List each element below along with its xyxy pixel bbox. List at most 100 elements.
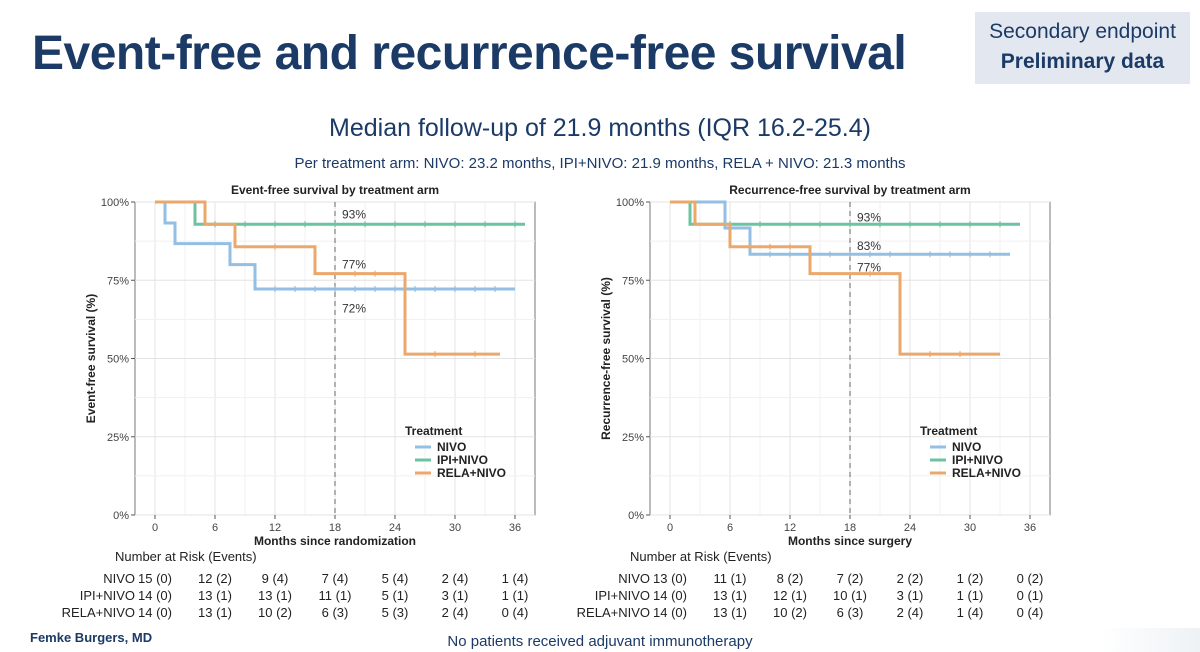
y-tick-label: 100% [101,197,129,209]
efs-chart: Event-free survival by treatment arm 0 6 12… [84,183,536,548]
risk-cell: 9 (4) [261,571,289,586]
x-tick-label: 6 [727,522,733,534]
risk-row-label: IPI+NIVO [594,588,650,603]
risk-cell: 13 (0) [653,571,687,586]
risk-cell: 1 (1) [501,588,529,603]
risk-row-label: IPI+NIVO [79,588,135,603]
x-tick-label: 30 [449,522,461,534]
percent-annotation: 93% [342,208,366,222]
risk-cell: 14 (0) [653,588,687,603]
legend-label: IPI+NIVO [437,453,488,467]
per-arm-follow-up: Per treatment arm: NIVO: 23.2 months, IP… [294,155,906,172]
km-curve-nivo [155,200,515,291]
risk-cell: 5 (3) [381,605,409,620]
legend-label: NIVO [952,440,981,454]
x-tick-label: 0 [152,522,158,534]
y-tick-label: 0% [628,510,644,522]
x-tick-label: 18 [844,522,856,534]
risk-cell: 6 (3) [836,605,864,620]
footnote: No patients received adjuvant immunother… [447,633,753,650]
risk-cell: 5 (4) [381,571,409,586]
legend-label: RELA+NIVO [952,466,1021,480]
x-tick-label: 36 [1024,522,1036,534]
risk-cell: 1 (1) [956,588,984,603]
chart-title: Event-free survival by treatment arm [231,183,439,197]
y-tick-label: 0% [113,510,129,522]
y-tick-label: 50% [107,354,129,366]
percent-annotation: 72% [342,301,366,315]
risk-cell: 13 (1) [713,605,747,620]
percent-annotation: 77% [342,258,366,272]
risk-cell: 0 (4) [501,605,529,620]
risk-row-label: RELA+NIVO [61,605,135,620]
endpoint-badge: Secondary endpoint Preliminary data [975,12,1190,84]
follow-up-subtitle: Median follow-up of 21.9 months (IQR 16.… [329,114,871,142]
legend-label: NIVO [437,440,466,454]
x-axis-label: Months since randomization [254,534,416,548]
risk-cell: 14 (0) [138,605,172,620]
badge-line-preliminary: Preliminary data [1000,50,1165,73]
risk-table-title: Number at Risk (Events) [630,549,772,564]
risk-cell: 13 (1) [713,588,747,603]
risk-cell: 0 (4) [1016,605,1044,620]
risk-cell: 0 (1) [1016,588,1044,603]
y-tick-label: 75% [622,275,644,287]
chart-title: Recurrence-free survival by treatment ar… [729,183,970,197]
legend-title: Treatment [920,424,977,438]
decorative-corner [1100,628,1200,652]
risk-cell: 2 (4) [896,605,924,620]
risk-cell: 13 (1) [198,588,232,603]
risk-cell: 8 (2) [776,571,804,586]
presenter-name: Femke Burgers, MD [30,630,153,645]
y-tick-label: 50% [622,354,644,366]
rfs-chart: Recurrence-free survival by treatment ar… [599,183,1051,548]
x-tick-label: 36 [509,522,521,534]
risk-cell: 2 (2) [896,571,924,586]
risk-cell: 12 (2) [198,571,232,586]
risk-cell: 14 (0) [653,605,687,620]
x-tick-label: 24 [904,522,916,534]
x-tick-label: 6 [212,522,218,534]
risk-cell: 7 (2) [836,571,864,586]
risk-cell: 1 (4) [501,571,529,586]
y-axis-label: Event-free survival (%) [84,294,98,423]
risk-cell: 13 (1) [198,605,232,620]
slide-title: Event-free and recurrence-free survival [32,27,907,80]
risk-cell: 1 (4) [956,605,984,620]
y-tick-label: 100% [616,197,644,209]
percent-annotation: 93% [857,211,881,225]
risk-cell: 2 (4) [441,605,469,620]
legend-title: Treatment [405,424,462,438]
risk-row-label: RELA+NIVO [576,605,650,620]
badge-line-secondary: Secondary endpoint [989,20,1176,43]
y-tick-label: 75% [107,275,129,287]
y-tick-label: 25% [622,432,644,444]
x-tick-label: 24 [389,522,401,534]
x-axis-label: Months since surgery [788,534,912,548]
risk-cell: 10 (2) [258,605,292,620]
y-axis-label: Recurrence-free survival (%) [599,277,613,440]
risk-cell: 13 (1) [258,588,292,603]
risk-cell: 14 (0) [138,588,172,603]
risk-cell: 0 (2) [1016,571,1044,586]
risk-cell: 5 (1) [381,588,409,603]
risk-cell: 6 (3) [321,605,349,620]
risk-cell: 11 (1) [713,571,747,586]
risk-cell: 7 (4) [321,571,349,586]
x-tick-label: 12 [784,522,796,534]
x-tick-label: 12 [269,522,281,534]
legend-label: IPI+NIVO [952,453,1003,467]
percent-annotation: 83% [857,239,881,253]
risk-cell: 15 (0) [138,571,172,586]
x-tick-label: 18 [329,522,341,534]
legend-label: RELA+NIVO [437,466,506,480]
x-tick-label: 0 [667,522,673,534]
risk-row-label: NIVO [618,571,650,586]
risk-cell: 11 (1) [318,588,352,603]
risk-cell: 3 (1) [441,588,469,603]
risk-cell: 10 (1) [833,588,867,603]
risk-cell: 10 (2) [773,605,807,620]
percent-annotation: 77% [857,261,881,275]
risk-cell: 1 (2) [956,571,984,586]
risk-row-label: NIVO [103,571,135,586]
